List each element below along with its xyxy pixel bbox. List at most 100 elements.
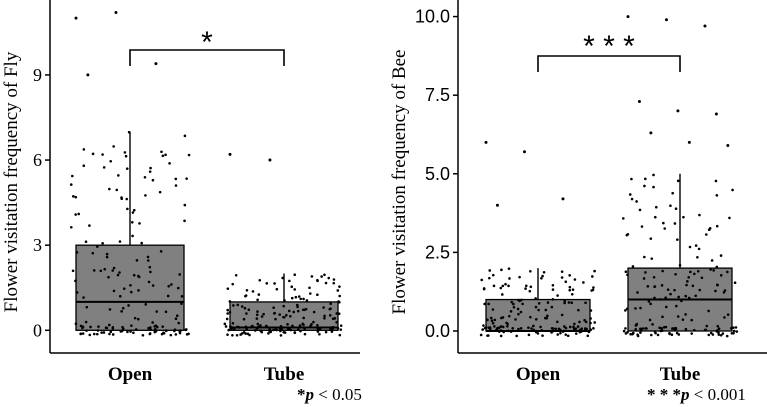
- data-point: [506, 329, 510, 333]
- data-point: [166, 294, 170, 298]
- data-point: [281, 276, 284, 280]
- data-point: [112, 289, 116, 293]
- data-point: [576, 325, 580, 328]
- fly-note-p: p: [304, 385, 315, 404]
- data-point: [518, 275, 521, 279]
- data-point: [316, 330, 320, 333]
- data-point: [532, 324, 535, 328]
- data-point: [670, 333, 674, 337]
- data-point: [589, 328, 593, 332]
- bee-note-threshold: < 0.001: [690, 385, 746, 404]
- data-point: [100, 331, 103, 334]
- data-point: [120, 310, 123, 313]
- data-point: [493, 325, 496, 328]
- data-point: [643, 184, 646, 188]
- data-point: [148, 332, 152, 335]
- data-point: [137, 289, 140, 292]
- data-point: [85, 329, 88, 332]
- data-point: [323, 273, 326, 277]
- outlier-point: [561, 197, 565, 201]
- data-point: [232, 304, 235, 307]
- data-point: [675, 304, 678, 308]
- data-point: [524, 287, 527, 290]
- data-point: [287, 309, 291, 313]
- data-point: [124, 154, 128, 158]
- data-point: [661, 269, 664, 273]
- data-point: [135, 259, 139, 262]
- data-point: [577, 308, 580, 312]
- data-point: [519, 310, 523, 314]
- data-point: [564, 280, 568, 284]
- data-point: [132, 273, 136, 277]
- data-point: [111, 269, 115, 272]
- data-point: [96, 329, 100, 332]
- data-point: [301, 308, 305, 312]
- data-point: [77, 212, 80, 216]
- data-point: [704, 233, 708, 236]
- data-point: [75, 251, 79, 254]
- data-point: [149, 328, 152, 331]
- data-point: [677, 295, 680, 299]
- data-point: [255, 317, 259, 320]
- data-point: [500, 268, 503, 272]
- data-point: [82, 164, 86, 168]
- data-point: [243, 306, 247, 310]
- data-point: [293, 331, 297, 334]
- data-point: [645, 327, 648, 330]
- data-point: [690, 332, 693, 335]
- data-point: [118, 271, 121, 274]
- data-point: [560, 313, 564, 317]
- data-point: [508, 277, 511, 280]
- data-point: [108, 332, 111, 336]
- data-point: [140, 241, 143, 245]
- data-point: [626, 273, 629, 277]
- data-point: [593, 269, 596, 273]
- data-point: [483, 302, 486, 306]
- data-point: [102, 166, 106, 169]
- data-point: [282, 315, 286, 319]
- bee-panel: Flower visitation frequency of Bee 0.0 2.…: [389, 0, 767, 404]
- data-point: [226, 308, 229, 312]
- data-point: [289, 328, 293, 332]
- data-point: [339, 328, 343, 331]
- data-point: [499, 329, 503, 332]
- data-point: [183, 203, 187, 207]
- data-point: [151, 284, 155, 287]
- outlier-point: [714, 112, 718, 116]
- data-point: [223, 322, 227, 326]
- data-point: [715, 194, 719, 197]
- data-point: [488, 269, 492, 272]
- data-point: [591, 275, 594, 278]
- data-point: [624, 327, 627, 330]
- data-point: [323, 314, 326, 318]
- data-point: [625, 233, 629, 237]
- data-point: [659, 298, 662, 301]
- data-point: [169, 333, 173, 337]
- data-point: [230, 327, 234, 330]
- data-point: [303, 327, 306, 331]
- data-point: [557, 327, 561, 331]
- data-point: [227, 328, 230, 332]
- data-point: [256, 326, 260, 330]
- data-point: [703, 328, 707, 332]
- data-point: [488, 276, 491, 280]
- data-point: [563, 299, 566, 303]
- data-point: [570, 301, 574, 305]
- data-point: [705, 324, 709, 328]
- data-point: [589, 321, 592, 325]
- data-point: [734, 326, 738, 329]
- data-point: [507, 267, 511, 270]
- data-point: [291, 324, 294, 328]
- data-point: [126, 330, 129, 334]
- data-point: [176, 286, 180, 290]
- data-point: [328, 307, 332, 311]
- data-point: [154, 330, 158, 333]
- data-point: [242, 317, 246, 321]
- data-point: [631, 265, 635, 268]
- data-point: [256, 298, 259, 302]
- data-point: [121, 306, 125, 310]
- data-point: [529, 285, 533, 289]
- data-point: [282, 304, 285, 308]
- data-point: [564, 326, 568, 330]
- data-point: [692, 328, 696, 332]
